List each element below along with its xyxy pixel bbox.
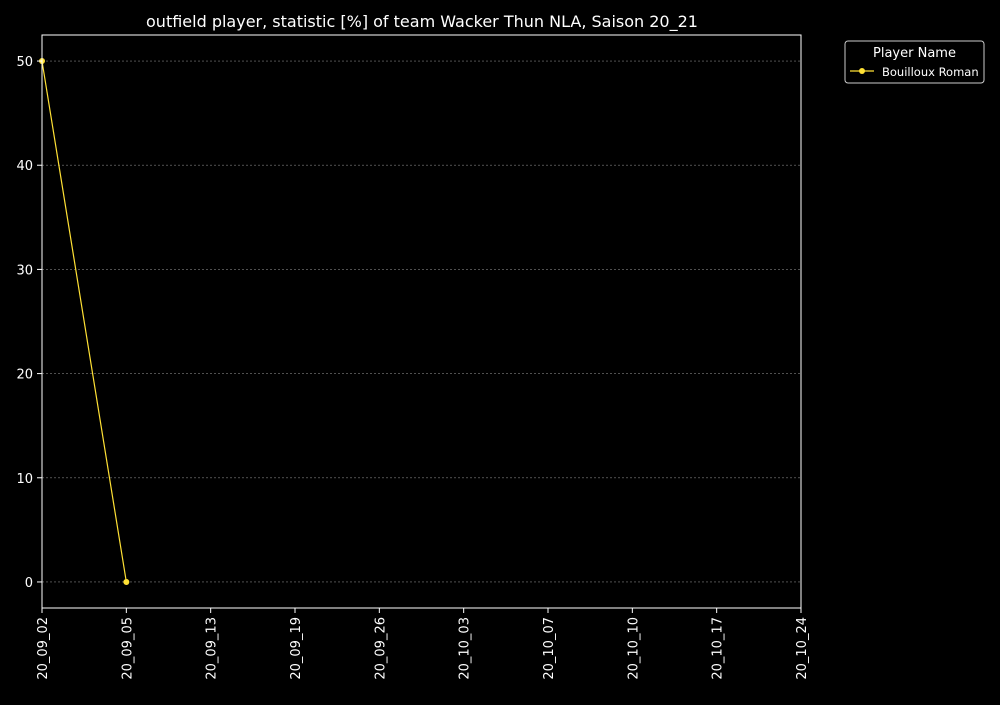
- x-tick-label: 20_09_26: [373, 617, 388, 680]
- x-tick-label: 20_09_05: [120, 617, 135, 680]
- x-tick-label: 20_10_03: [458, 617, 473, 680]
- x-tick-label: 20_10_24: [795, 617, 810, 680]
- x-tick-label: 20_09_19: [289, 617, 304, 680]
- series-layer: [39, 58, 130, 585]
- grid-lines: [42, 60, 801, 583]
- legend-marker: [859, 68, 865, 74]
- x-tick-label: 20_10_17: [711, 617, 726, 680]
- x-tick-label: 20_09_02: [36, 617, 51, 680]
- legend: Player Name Bouilloux Roman: [844, 40, 985, 84]
- x-tick-label: 20_10_10: [626, 617, 641, 680]
- data-point: [123, 578, 130, 585]
- y-tick-label: 50: [16, 55, 33, 70]
- y-tick-label: 30: [16, 263, 33, 278]
- legend-frame: [844, 40, 985, 84]
- series-line: [41, 60, 127, 583]
- legend-label: Bouilloux Roman: [882, 65, 979, 79]
- y-tick-label: 10: [16, 472, 33, 487]
- y-axis: 0 10 20 30 40 50: [16, 55, 42, 591]
- x-tick-label: 20_10_07: [542, 617, 557, 680]
- y-tick-label: 20: [16, 368, 33, 383]
- x-tick-label: 20_09_13: [205, 617, 220, 680]
- legend-title: Player Name: [873, 46, 956, 61]
- y-tick-label: 40: [16, 159, 33, 174]
- chart-title: outfield player, statistic [%] of team W…: [146, 12, 698, 32]
- plot-frame: [41, 34, 802, 609]
- x-axis: 20_09_02 20_09_05 20_09_13 20_09_19 20_09_26…: [36, 608, 810, 680]
- y-tick-label: 0: [25, 576, 33, 591]
- legend-entries: Bouilloux Roman: [850, 65, 979, 79]
